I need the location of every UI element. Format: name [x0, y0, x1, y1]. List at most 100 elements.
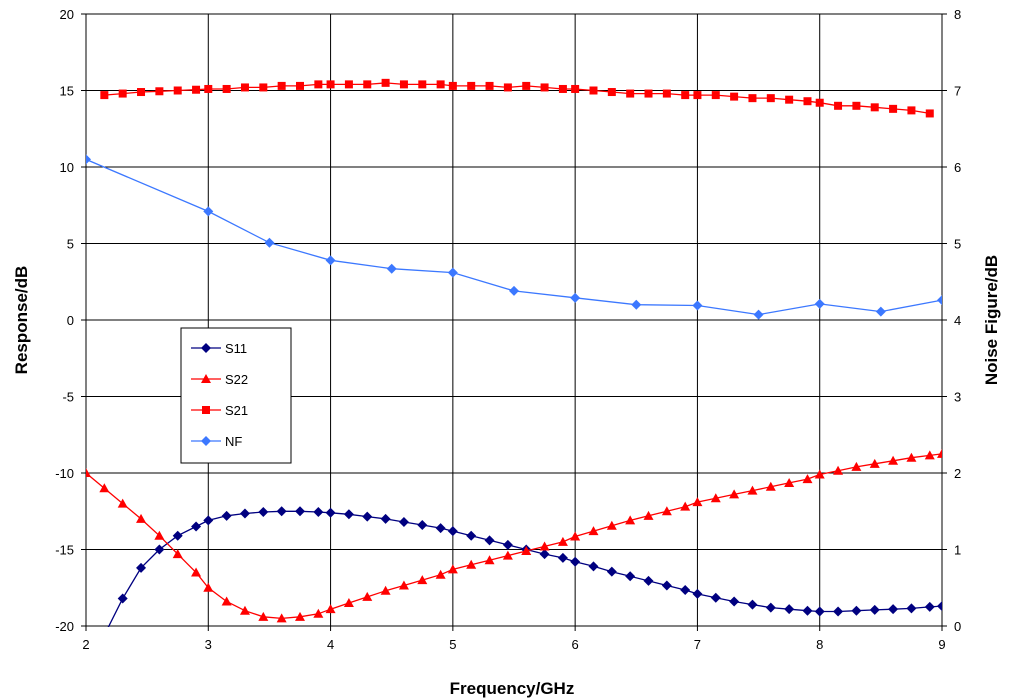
series-s21-point: [296, 81, 304, 90]
series-s22-point: [325, 604, 336, 614]
series-s22-point: [729, 489, 740, 499]
legend-label: S11: [225, 341, 247, 356]
series-s11-point: [588, 561, 599, 572]
series-s22-point: [154, 530, 165, 540]
series-s22-point: [784, 477, 795, 487]
series-s11-point: [680, 585, 691, 596]
series-s11-point: [398, 516, 409, 527]
series-s21-point: [681, 91, 690, 100]
series-layer: [86, 78, 942, 640]
series-nf-point: [692, 300, 703, 311]
series-s11-point: [906, 603, 917, 614]
x-tick-label: 6: [572, 637, 579, 652]
series-s21: [100, 78, 934, 118]
series-s22-point: [86, 468, 91, 477]
series-s21-point: [907, 106, 916, 115]
series-s22-point: [661, 506, 672, 516]
y2-tick-label: 0: [954, 619, 961, 634]
series-s22-point: [680, 501, 691, 511]
y-tick-label: -15: [55, 543, 74, 558]
y-tick-label: 0: [67, 313, 74, 328]
series-s21-point: [834, 101, 843, 110]
series-s11-point: [99, 630, 109, 640]
series-s21-point: [852, 101, 861, 110]
series-s21-point: [222, 84, 231, 93]
series-s11-point: [435, 523, 446, 534]
series-s22-point: [802, 474, 813, 484]
legend-swatch-marker: [201, 436, 211, 446]
legend: S11 S22 S21 NF: [180, 327, 292, 464]
y2-axis-title: Noise Figure/dB: [982, 255, 1001, 385]
series-s11-point: [313, 507, 324, 518]
series-s22-point: [417, 575, 428, 585]
series-s11-point: [258, 507, 269, 518]
series-s11-point: [117, 593, 128, 604]
series-s11-point: [417, 520, 428, 531]
series-s22-point: [484, 555, 495, 565]
legend-label: NF: [225, 434, 242, 449]
series-s11-point: [692, 588, 703, 599]
x-tick-label: 9: [938, 637, 945, 652]
series-s21-point: [277, 81, 286, 90]
series-s21-point: [626, 89, 635, 98]
series-s21-point: [314, 80, 323, 89]
y-tick-label: -20: [55, 619, 74, 634]
series-s21-point: [399, 80, 408, 89]
series-s22-point: [172, 549, 183, 559]
series-s22-point: [258, 611, 269, 621]
series-s22-point: [221, 596, 232, 606]
series-s11-point: [203, 515, 214, 526]
series-s21-point: [192, 85, 201, 94]
y2-tick-label: 5: [954, 237, 961, 252]
series-s21-point: [662, 89, 671, 98]
y-tick-label: -5: [62, 390, 74, 405]
y-axis-title: Response/dB: [12, 266, 31, 375]
series-s11-point: [851, 605, 862, 616]
series-s11-point: [814, 606, 825, 617]
series-s11-point: [833, 606, 844, 617]
series-s22-point: [191, 567, 202, 577]
series-s11-point: [172, 530, 183, 541]
series-s22-point: [380, 585, 391, 595]
series-s11-point: [765, 602, 776, 613]
series-s22-point: [295, 611, 305, 621]
series-s22-point: [643, 510, 654, 520]
series-s11-point: [747, 599, 758, 610]
series-s22-point: [521, 546, 532, 556]
y2-tick-label: 2: [954, 466, 961, 481]
series-nf-line: [86, 158, 942, 316]
series-s22-point: [447, 564, 458, 574]
series-s11-point: [136, 562, 147, 573]
series-s22-point: [888, 455, 899, 465]
y2-tick-label: 3: [954, 390, 961, 405]
series-s21-point: [589, 86, 598, 95]
series-s21-point: [467, 81, 476, 90]
series-s22-point: [869, 458, 880, 468]
series-s22-point: [117, 498, 128, 508]
series-s22-point: [539, 541, 550, 551]
series-s22-point: [557, 536, 568, 546]
legend-label: S22: [225, 372, 248, 387]
tick-labels: 2 3 4 5 6 7 8 9 -20 -15 -10 -5 0 5 10 15 20 0 1 2 3 4 5 6 7 8: [55, 7, 961, 652]
series-s22-point: [924, 450, 935, 460]
series-s11-point: [221, 510, 232, 521]
series-s21-point: [522, 81, 531, 90]
series-s22-point: [588, 526, 599, 536]
series-s11-point: [557, 552, 568, 563]
series-s11-point: [502, 539, 513, 550]
series-s21-point: [381, 78, 390, 87]
series-nf-point: [814, 298, 825, 309]
series-s11-point: [239, 508, 250, 519]
series-s22-point: [710, 493, 721, 503]
series-s21-point: [344, 80, 353, 89]
series-s22-point: [906, 452, 917, 462]
series-s21-point: [448, 81, 457, 90]
y2-tick-label: 6: [954, 160, 961, 175]
series-nf-point: [753, 309, 764, 320]
series-nf-point: [203, 206, 214, 217]
series-s21-point: [418, 80, 427, 89]
series-s22-point: [398, 580, 409, 590]
series-s21-point: [436, 80, 445, 89]
series-s21-point: [693, 91, 702, 100]
series-s21-point: [815, 98, 824, 107]
